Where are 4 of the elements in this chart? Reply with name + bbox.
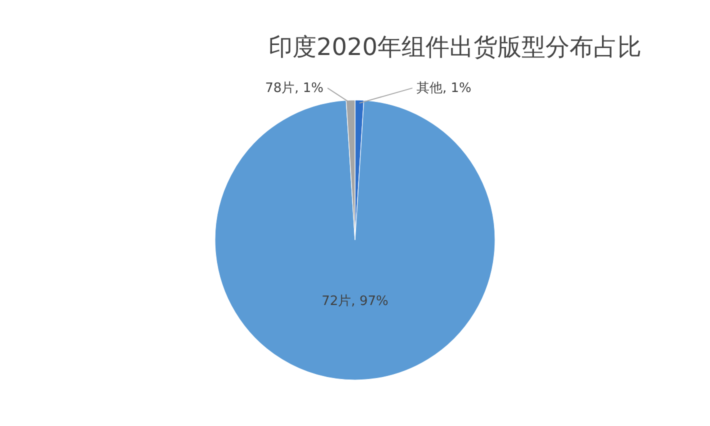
slice-label: 72片, 97% [322, 294, 388, 309]
slice-label: 其他, 1% [416, 81, 472, 96]
chart-title: 印度2020年组件出货版型分布占比 [268, 33, 642, 61]
slice-label: 78片, 1% [265, 81, 324, 96]
